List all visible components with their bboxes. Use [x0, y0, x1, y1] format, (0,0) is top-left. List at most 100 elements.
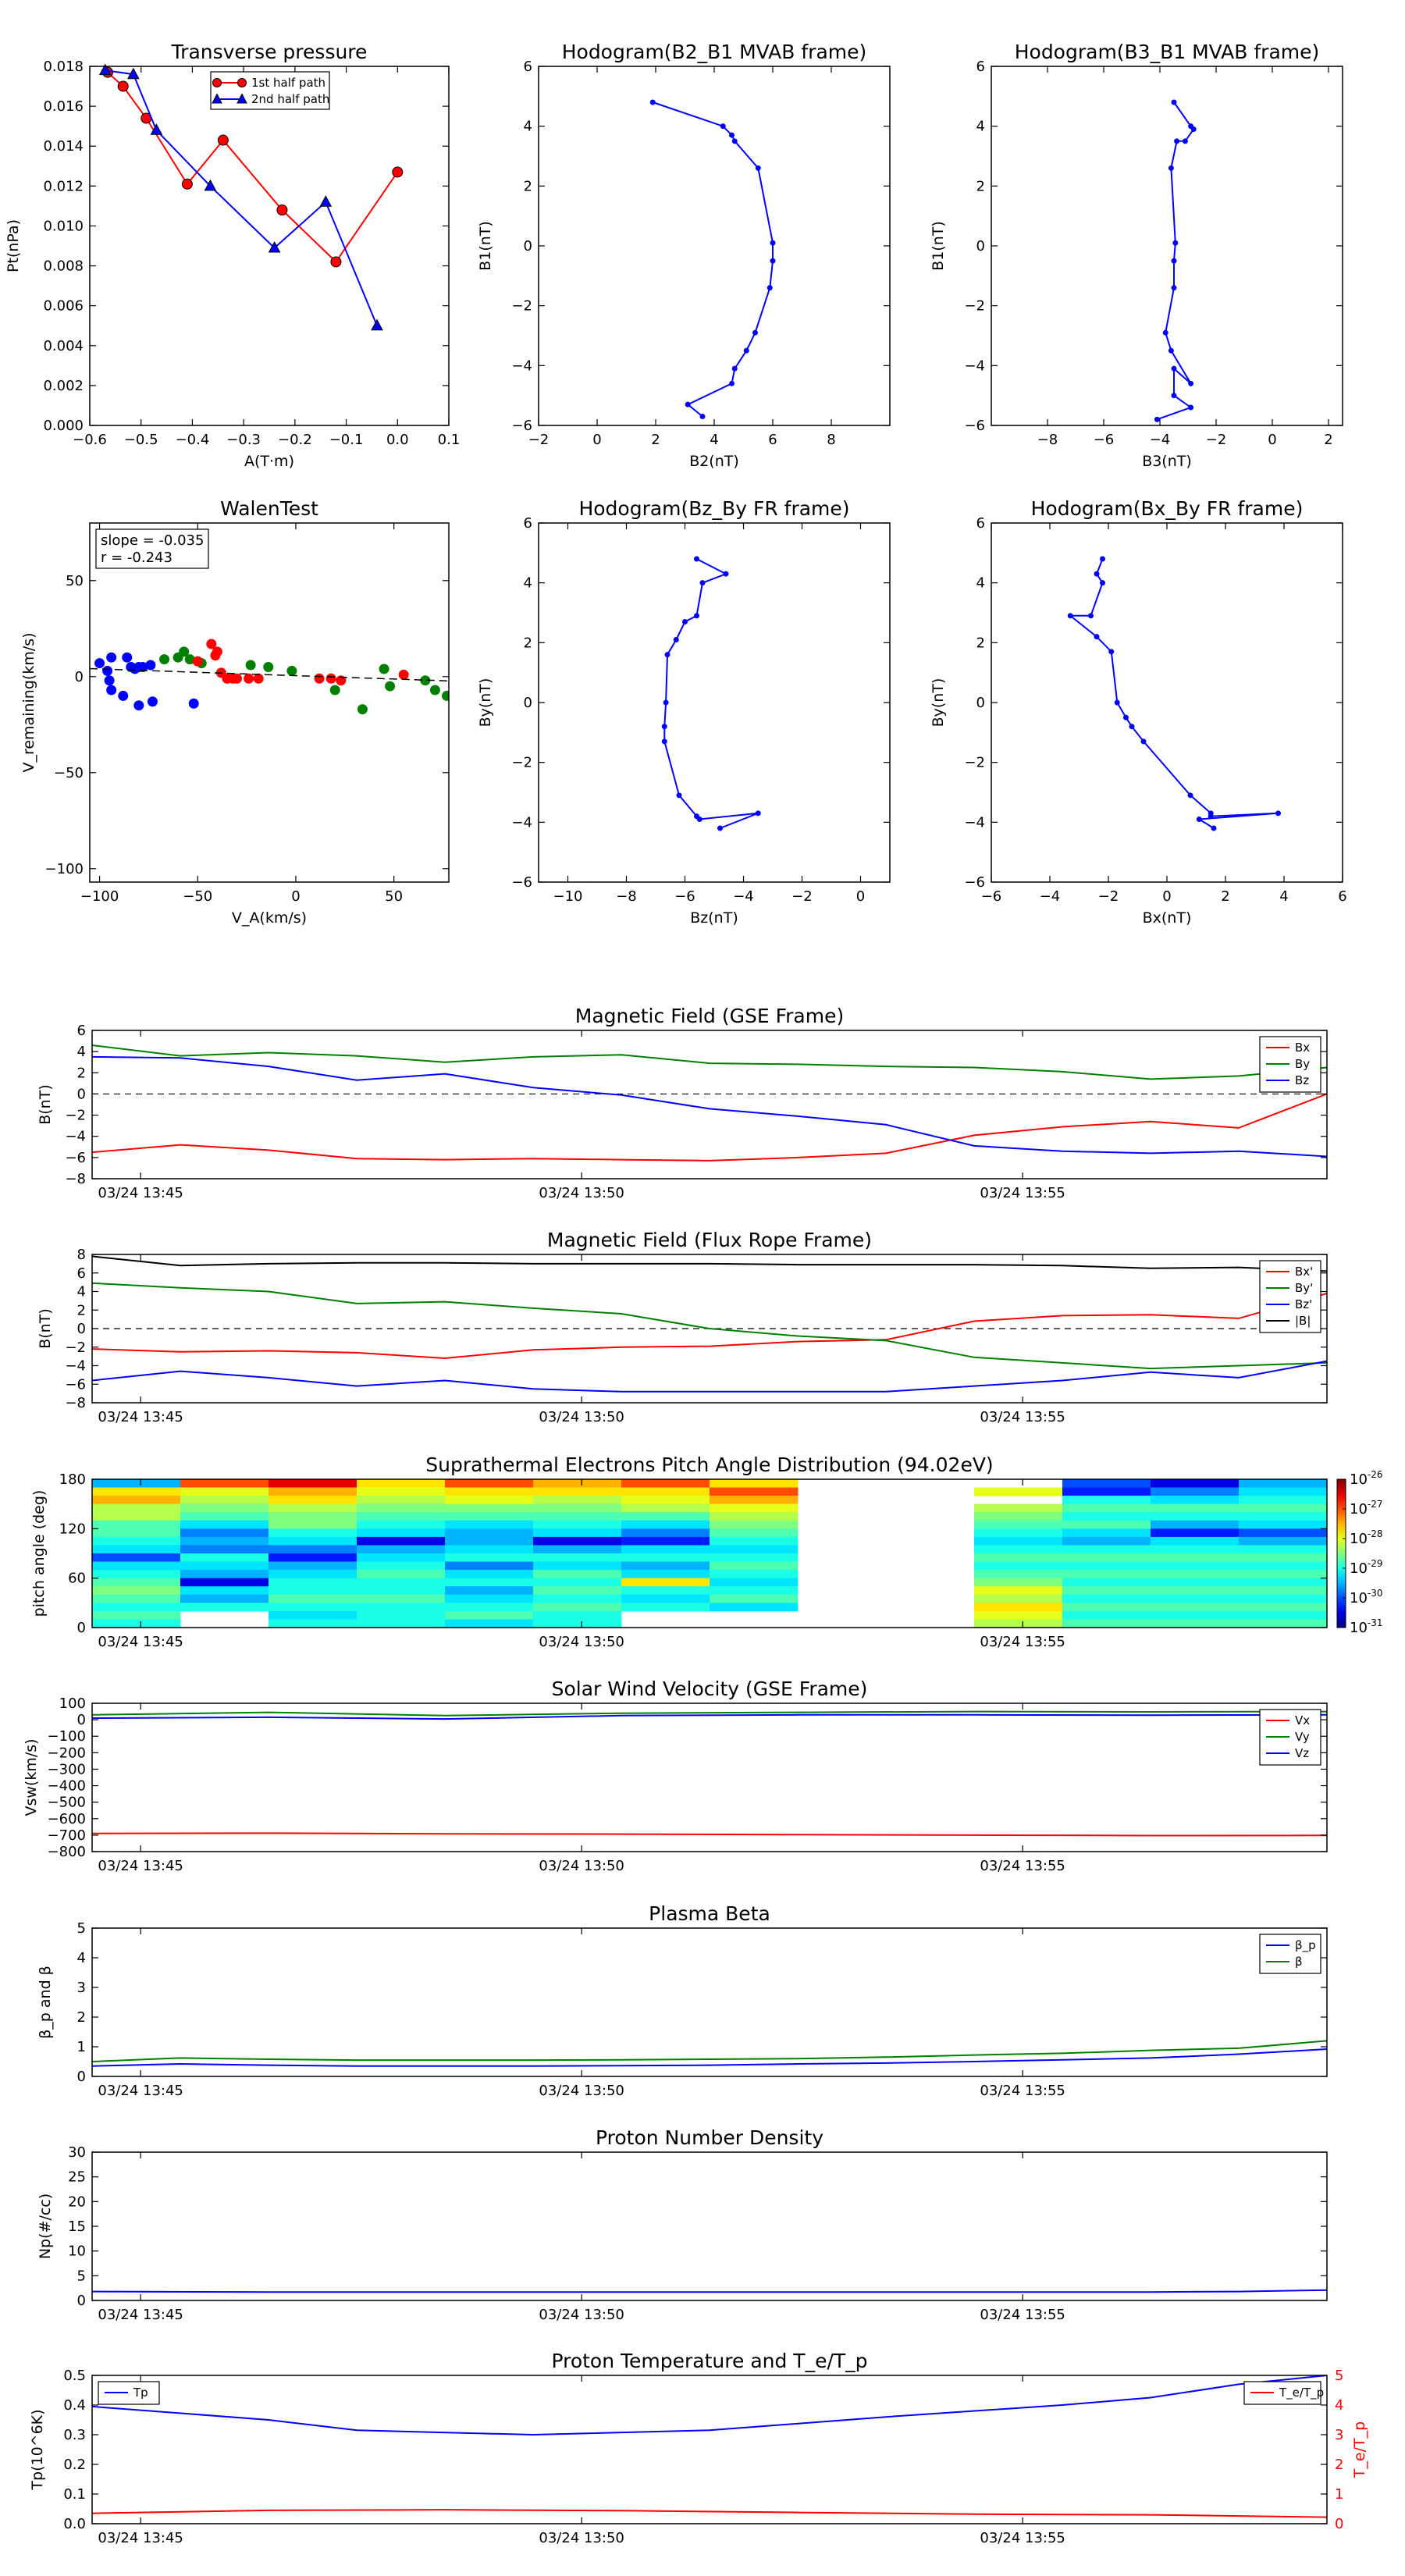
heatmap-cell [180, 1487, 269, 1496]
heatmap-cell [92, 1594, 181, 1603]
heatmap-cell [1239, 1603, 1328, 1612]
series-line [92, 1055, 1327, 1158]
data-point [1094, 571, 1100, 577]
data-point [127, 67, 140, 80]
heatmap-cell [621, 1586, 710, 1596]
heatmap-cell [533, 1578, 622, 1587]
series-line [663, 558, 759, 829]
heatmap-cell [180, 1578, 269, 1587]
heatmap-cell [621, 1594, 710, 1603]
heatmap-cell [1151, 1619, 1240, 1628]
heatmap-cell [357, 1528, 446, 1538]
data-point [1188, 380, 1194, 386]
heatmap-cell [1151, 1561, 1240, 1571]
heatmap-cell [1151, 1520, 1240, 1529]
heatmap-cell [445, 1503, 534, 1513]
heatmap-cell [710, 1503, 799, 1513]
data-point [204, 179, 217, 191]
x-tick-label: −6 [1094, 432, 1115, 448]
y-tick-label: −6 [65, 1150, 86, 1166]
heatmap-cell [621, 1545, 710, 1554]
series-line [107, 71, 399, 263]
x-tick-label: 03/24 13:55 [980, 2083, 1065, 2099]
heatmap-cell [1239, 1528, 1328, 1538]
x-tick-label: −2 [1098, 888, 1119, 905]
heatmap-cell [357, 1503, 446, 1513]
x-tick-label: 03/24 13:45 [98, 2083, 183, 2099]
heatmap-cell [1239, 1586, 1328, 1596]
data-point [699, 580, 706, 586]
heatmap-cell [1239, 1520, 1328, 1529]
data-point [1168, 165, 1174, 171]
y-tick-label: 2 [976, 178, 985, 194]
y-tick-label: 6 [976, 59, 985, 75]
x-axis-label: Bx(nT) [1143, 909, 1192, 927]
data-point [1196, 817, 1202, 822]
data-point [649, 99, 656, 105]
heatmap-cell [621, 1479, 710, 1489]
data-point [1100, 580, 1105, 586]
data-point [329, 685, 340, 696]
data-point [253, 673, 264, 684]
heatmap-cell [92, 1496, 181, 1505]
heatmap-cell [533, 1545, 622, 1554]
chart-hodo2: Hodogram(B3_B1 MVAB frame) B3(nT) B1(nT) −8… [930, 41, 1343, 470]
y-tick-label: 4 [524, 119, 532, 135]
y-axis-label: By(nT) [930, 678, 947, 728]
data-point [137, 661, 148, 672]
heatmap-cell [445, 1610, 534, 1620]
legend-entry: By [1295, 1057, 1310, 1071]
x-axis-label: B3(nT) [1142, 453, 1192, 470]
heatmap-cell [180, 1586, 269, 1596]
heatmap-cell [533, 1512, 622, 1521]
heatmap-cell [357, 1603, 446, 1612]
y-tick-label: 0 [524, 695, 532, 711]
y-tick-label: 5 [77, 1920, 86, 1937]
y-tick-label: −2 [65, 1108, 86, 1124]
heatmap-cell [445, 1561, 534, 1571]
heatmap-cell [621, 1496, 710, 1505]
chart-title: WalenTest [220, 497, 318, 520]
data-point [755, 165, 761, 171]
heatmap-cell [92, 1610, 181, 1620]
heatmap-cell [710, 1487, 799, 1496]
heatmap-cell [710, 1553, 799, 1563]
heatmap-cell [445, 1570, 534, 1579]
chart-transverse: Transverse pressure A(T·m) Pt(nPa) −0.6 −0.5… [5, 41, 460, 470]
x-tick-label: 0 [856, 888, 865, 905]
y-tick-label: 2 [77, 2009, 86, 2026]
data-point [1123, 714, 1129, 720]
legend-entry: T_e/T_p [1279, 2386, 1324, 2400]
y-tick-label: −300 [48, 1761, 86, 1777]
data-point [392, 166, 404, 178]
axes-frame [89, 66, 450, 426]
chart-title: Transverse pressure [171, 41, 368, 63]
data-point [357, 704, 368, 715]
x-tick-label: 03/24 13:50 [539, 1634, 624, 1650]
x-tick-label: 03/24 13:50 [539, 2307, 624, 2323]
x-tick-label: 03/24 13:50 [539, 1409, 624, 1425]
data-point [752, 329, 758, 336]
heatmap-cell [621, 1487, 710, 1496]
heatmap-cell [357, 1570, 446, 1579]
data-point [122, 652, 133, 663]
data-point [1108, 649, 1115, 655]
heatmap-cell [92, 1603, 181, 1612]
heatmap-cell [445, 1496, 534, 1505]
colorbar-label: 10-27 [1350, 1499, 1383, 1517]
y-tick-label: 0.006 [43, 298, 84, 315]
y-tick-label: −6 [511, 874, 532, 891]
axes-frame [91, 1478, 1328, 1628]
data-point [330, 256, 342, 268]
heatmap-cell [180, 1503, 269, 1513]
y-tick-label: 0.004 [43, 338, 84, 354]
y-right-tick-label: 5 [1335, 2368, 1343, 2384]
heatmap-cell [1062, 1545, 1151, 1554]
legend-entry: β_p [1295, 1938, 1316, 1953]
y-tick-label: −2 [964, 755, 985, 771]
data-point [212, 646, 222, 657]
heatmap-cell [1062, 1561, 1151, 1571]
y-tick-label: 8 [77, 1247, 86, 1263]
chart-bgse: Magnetic Field (GSE Frame) B(nT) 03/24 13:… [37, 1005, 1328, 1201]
